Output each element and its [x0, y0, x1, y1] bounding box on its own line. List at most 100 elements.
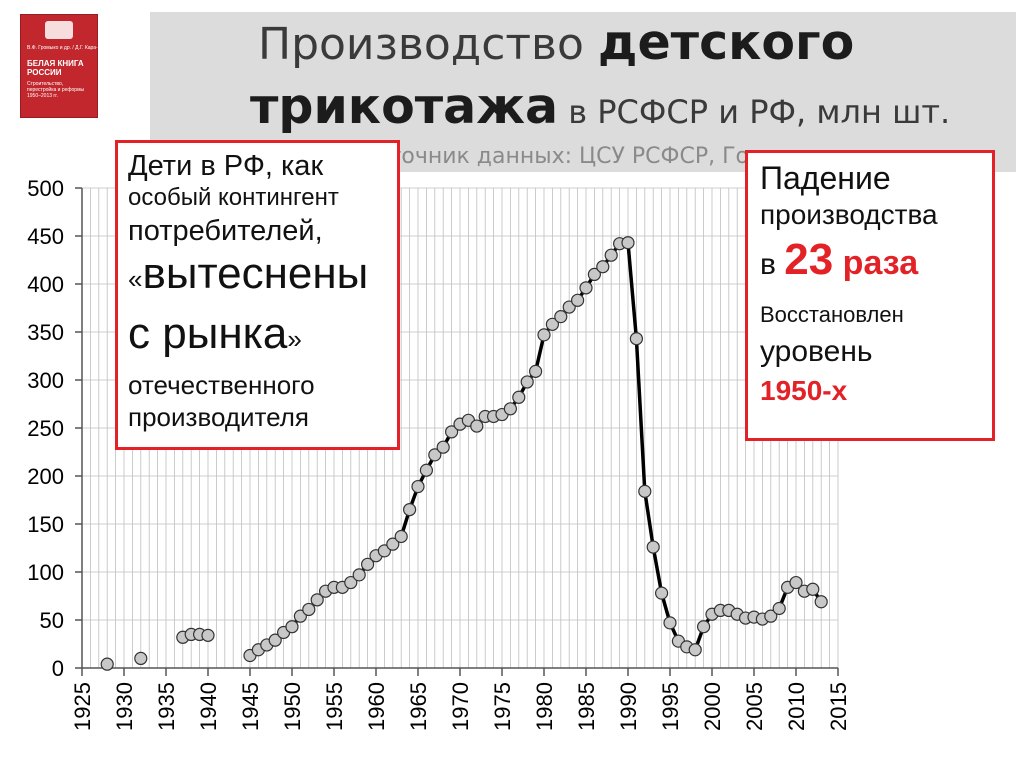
x-tick-label: 1965 — [406, 682, 431, 731]
x-tick-label: 2000 — [700, 682, 725, 731]
title-line-2: трикотажа в РСФСР и РФ, млн шт. — [250, 78, 950, 135]
data-point — [386, 537, 400, 551]
x-tick-label: 1935 — [154, 682, 179, 731]
right-callout-line-5: уровень — [760, 335, 873, 368]
x-tick-label: 1960 — [364, 682, 389, 731]
book-title-line-2: РОССИИ — [27, 68, 62, 77]
right-callout-line-3: в 23 раза — [760, 233, 992, 297]
title-part-1: Производство — [258, 19, 598, 70]
y-tick-label: 400 — [27, 272, 64, 297]
right-callout-line-1: Падение — [760, 160, 891, 196]
data-point — [445, 425, 459, 439]
data-point — [520, 375, 534, 389]
x-tick-label: 2005 — [742, 682, 767, 731]
data-point — [696, 620, 711, 634]
data-point — [579, 281, 593, 295]
chart-points — [100, 236, 828, 671]
book-subtitle: Строительство, перестройка и реформы 195… — [27, 81, 85, 99]
data-point — [512, 390, 526, 404]
y-tick-label: 50 — [40, 608, 64, 633]
data-point — [764, 609, 778, 623]
left-callout: Дети в РФ, как особый контингент потреби… — [115, 140, 400, 450]
left-callout-line-6: отечественного — [128, 370, 315, 400]
data-point — [419, 463, 433, 477]
data-point — [344, 575, 358, 590]
data-point — [772, 601, 786, 616]
y-tick-label: 150 — [27, 512, 64, 537]
data-point-isolated — [201, 628, 215, 642]
data-point — [587, 267, 602, 281]
data-point — [814, 595, 828, 609]
left-callout-line-7: производителя — [128, 402, 310, 432]
chart-axes — [75, 187, 839, 676]
data-point — [629, 332, 644, 346]
quote-close: » — [287, 324, 302, 354]
x-tick-label: 2015 — [826, 682, 851, 731]
data-point — [654, 586, 669, 600]
data-point — [310, 593, 324, 607]
data-point — [554, 310, 568, 324]
x-tick-label: 1930 — [112, 682, 137, 731]
left-callout-emphasis-2: с рынка — [128, 309, 288, 358]
y-tick-label: 300 — [27, 368, 64, 393]
x-axis-labels: 1925 1930 1935 1940 1945 1950 1955 1960 1965 1970… — [70, 682, 851, 731]
right-callout-line-4: Восстановлен — [760, 302, 904, 327]
book-authors: В.Ф. Громыко и др. / Д.Г. Кара-Мурза — [27, 45, 113, 51]
x-tick-label: 1970 — [448, 682, 473, 731]
data-point — [470, 419, 484, 433]
data-point — [663, 616, 677, 630]
x-tick-label: 1985 — [574, 682, 599, 731]
book-title: БЕЛАЯ КНИГА РОССИИ — [27, 59, 84, 77]
data-point — [428, 448, 442, 462]
title-line-1: Производство детского — [258, 14, 854, 71]
y-tick-label: 100 — [27, 560, 64, 585]
x-tick-label: 1990 — [616, 682, 641, 731]
data-point — [621, 236, 635, 250]
book-cover-image: В.Ф. Громыко и др. / Д.Г. Кара-Мурза БЕЛ… — [20, 14, 112, 118]
data-point — [302, 602, 316, 617]
data-point — [528, 364, 543, 378]
data-point — [403, 503, 417, 517]
y-tick-label: 0 — [52, 656, 64, 681]
right-callout: Падение производства в 23 раза Восстанов… — [745, 150, 995, 441]
data-point — [604, 248, 618, 262]
title-part-3: трикотажа — [250, 78, 559, 135]
x-tick-label: 1975 — [490, 682, 515, 731]
data-point — [646, 540, 660, 554]
x-tick-label: 1995 — [658, 682, 683, 731]
data-point — [638, 484, 652, 498]
data-point — [545, 317, 560, 331]
data-point-isolated — [134, 651, 148, 666]
data-point — [268, 633, 282, 647]
left-callout-line-4: «вытеснены — [128, 249, 397, 309]
title-part-2: детского — [597, 14, 855, 71]
data-point — [570, 293, 585, 307]
y-tick-label: 350 — [27, 320, 64, 345]
left-callout-line-5: с рынка» — [128, 309, 397, 369]
x-tick-label: 1940 — [196, 682, 221, 731]
y-tick-label: 200 — [27, 464, 64, 489]
fall-factor-number: 23 — [784, 235, 834, 284]
x-tick-label: 1955 — [322, 682, 347, 731]
book-title-line-1: БЕЛАЯ КНИГА — [27, 59, 84, 68]
x-tick-label: 1950 — [280, 682, 305, 731]
left-callout-line-1: Дети в РФ, как — [128, 150, 324, 182]
data-point — [537, 328, 551, 342]
restored-level-decade: 1950-х — [760, 375, 848, 406]
data-point — [503, 402, 517, 416]
fall-factor-suffix: раза — [833, 244, 919, 282]
right-callout-line-2: производства — [760, 199, 938, 230]
data-point — [394, 529, 408, 544]
data-point — [789, 575, 803, 590]
x-tick-label: 1945 — [238, 682, 263, 731]
right-callout-line-3-prefix: в — [760, 248, 785, 281]
data-point — [596, 260, 610, 274]
left-callout-line-3: потребителей, — [128, 215, 323, 247]
quote-open: « — [128, 264, 143, 294]
data-point — [361, 557, 375, 571]
data-point — [352, 568, 366, 582]
data-point-isolated — [100, 657, 114, 671]
left-callout-emphasis-1: вытеснены — [142, 249, 369, 298]
y-tick-label: 250 — [27, 416, 64, 441]
data-point — [806, 582, 820, 596]
